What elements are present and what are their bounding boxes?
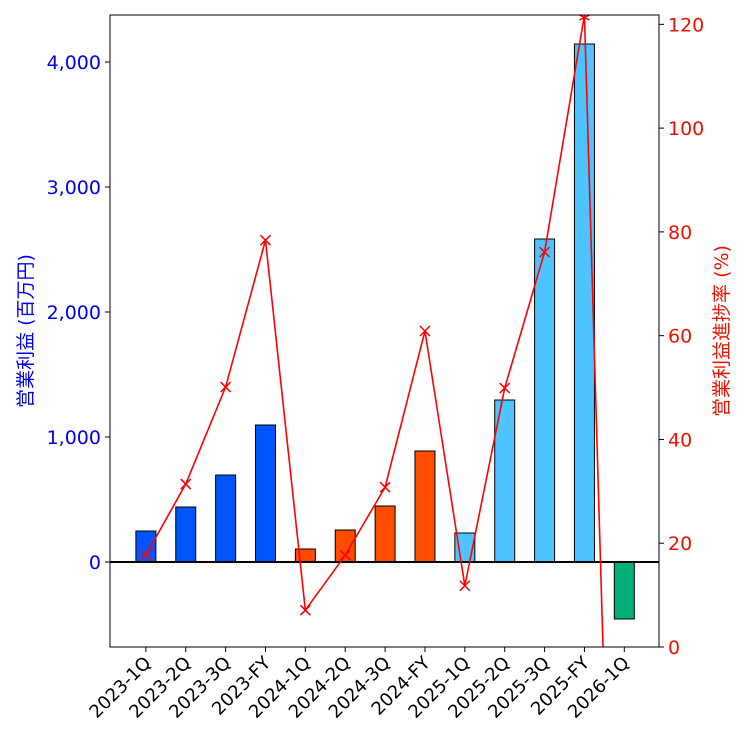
bar-2026-1Q [613,561,635,620]
progress-marker [379,481,391,493]
bar-2023-FY [254,424,276,563]
progress-marker [419,325,431,337]
bar-2024-FY [414,450,436,563]
plot-frame [109,14,660,648]
bar-2024-3Q [374,505,396,563]
right-tick-label: 0 [668,637,680,659]
progress-marker [339,549,351,561]
right-tick-label: 40 [668,429,692,451]
right-tick-label: 20 [668,533,692,555]
bar-2023-1Q [135,530,157,563]
bar-2024-2Q [334,529,356,563]
progress-marker [299,604,311,616]
progress-marker [499,382,511,394]
progress-marker [579,14,590,21]
progress-marker [539,246,551,258]
progress-marker [220,381,232,393]
bar-2025-3Q [534,238,556,563]
bar-2023-2Q [175,506,197,563]
left-axis-label: 営業利益 (百万円) [15,254,37,408]
left-tick-label: 3,000 [47,177,101,199]
right-tick-label: 100 [668,118,704,140]
right-axis: 0 20 40 60 80 100 120 [659,14,704,659]
bar-series [135,43,635,620]
progress-marker [259,234,272,246]
bar-2023-3Q [215,474,237,563]
bar-2025-FY [573,43,595,563]
x-axis: 2023-1Q2023-2Q2023-3Q2023-FY2024-1Q2024-… [85,647,634,723]
left-tick-label: 4,000 [47,52,101,74]
right-axis-label: 営業利益進捗率 (%) [711,245,733,417]
right-tick-label: 120 [668,14,704,36]
left-axis: 0 1,000 2,000 3,000 4,000 [47,52,110,574]
progress-marker [140,549,152,561]
left-tick-label: 1,000 [47,427,101,449]
progress-marker [459,580,471,592]
right-tick-label: 80 [668,222,692,244]
progress-marker [180,478,192,490]
right-tick-label: 60 [668,326,692,348]
left-tick-label: 2,000 [47,302,101,324]
left-tick-label: 0 [89,552,101,574]
progress-line-series [140,14,604,648]
